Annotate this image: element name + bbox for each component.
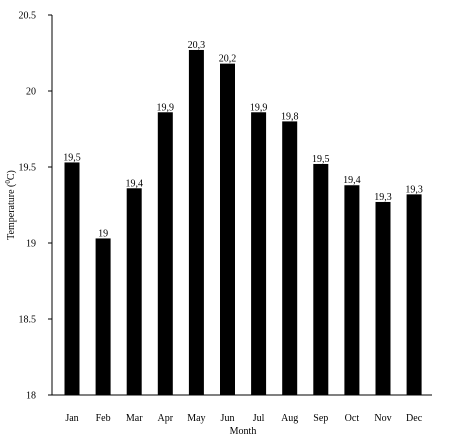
plot-frame xyxy=(51,15,432,396)
data-label: 19,9 xyxy=(250,102,268,113)
data-label: 19,4 xyxy=(343,175,361,186)
bar-aug xyxy=(282,121,298,396)
bar-apr xyxy=(157,112,173,395)
data-label: 20,2 xyxy=(219,54,237,65)
x-tick-label: Aug xyxy=(281,413,298,424)
bar-nov xyxy=(375,201,391,395)
bar-dec xyxy=(406,194,422,395)
data-label: 19 xyxy=(98,228,108,239)
data-labels: 19,5 19 19,4 19,9 20,3 20,2 19,9 19,8 19,5 19,4 19… xyxy=(63,40,423,239)
y-tick-label: 20 xyxy=(26,87,36,98)
x-tick-label: May xyxy=(187,413,205,424)
x-axis: Jan Feb Mar Apr May Jun Jul Aug Sep Oct Nov Dec xyxy=(65,413,422,424)
data-label: 19,5 xyxy=(312,154,330,165)
y-tick-label: 20.5 xyxy=(19,11,37,22)
x-tick-label: Feb xyxy=(96,413,111,424)
y-axis-title-superscript: 0 xyxy=(4,180,12,184)
x-tick-label: Mar xyxy=(126,413,143,424)
y-tick-label: 18.5 xyxy=(19,315,37,326)
y-axis: 18 18.5 19 19.5 20 20.5 xyxy=(19,11,52,402)
data-label: 19,8 xyxy=(281,111,299,122)
bar-jun xyxy=(220,63,235,395)
x-tick-label: Jan xyxy=(65,413,78,424)
bar-oct xyxy=(344,185,360,395)
x-tick-label: Apr xyxy=(158,413,174,424)
bar-jan xyxy=(64,162,80,395)
y-axis-title-unit: C) xyxy=(6,170,17,180)
bar-mar xyxy=(126,188,142,395)
y-axis-title-main: Temperature ( xyxy=(6,183,17,240)
x-tick-label: Dec xyxy=(406,413,423,424)
x-tick-label: Jul xyxy=(253,413,265,424)
y-axis-title: Temperature (0C) xyxy=(4,170,17,240)
x-tick-label: Sep xyxy=(313,413,328,424)
data-label: 19,4 xyxy=(125,178,143,189)
data-label: 19,5 xyxy=(63,152,81,163)
data-label: 19,3 xyxy=(405,184,423,195)
bar-sep xyxy=(313,163,329,395)
x-tick-label: Nov xyxy=(374,413,391,424)
y-tick-label: 19.5 xyxy=(19,163,37,174)
data-label: 19,9 xyxy=(157,102,175,113)
y-tick-label: 18 xyxy=(26,391,36,402)
bar-feb xyxy=(95,238,111,395)
bar-jul xyxy=(251,112,267,395)
data-label: 20,3 xyxy=(188,40,206,51)
x-axis-title: Month xyxy=(230,426,257,437)
data-label: 19,3 xyxy=(374,192,392,203)
x-tick-label: Jun xyxy=(221,413,235,424)
bar-may xyxy=(188,49,204,396)
y-tick-label: 19 xyxy=(26,239,36,250)
x-tick-label: Oct xyxy=(345,413,360,424)
bars xyxy=(64,49,422,396)
